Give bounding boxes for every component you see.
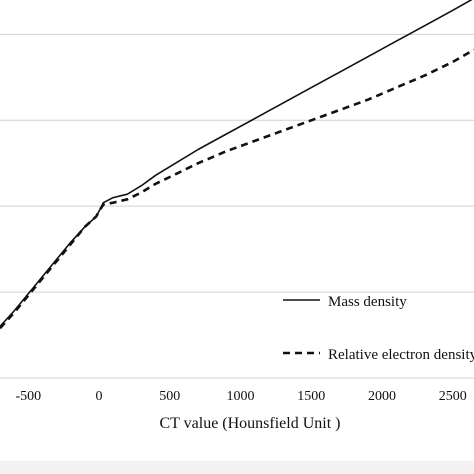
legend: Mass density Relative electron density: [283, 294, 474, 363]
x-axis-title: CT value (Hounsfield Unit ): [159, 415, 340, 432]
footer-band: [0, 461, 474, 474]
x-tick-label: -500: [15, 389, 41, 404]
x-tick-label: 0: [96, 389, 103, 404]
x-tick-label: 500: [159, 389, 180, 404]
legend-label-relative-electron-density: Relative electron density: [328, 347, 474, 363]
x-tick-label: 2500: [439, 389, 467, 404]
x-tick-label: 2000: [368, 389, 396, 404]
series-line-relative-electron-density: [0, 48, 474, 330]
x-tick-label: 1000: [227, 389, 255, 404]
x-axis: -500 0 500 1000 1500 2000 2500: [0, 377, 474, 404]
x-tick-label: 1500: [297, 389, 325, 404]
series-line-mass-density: [0, 0, 473, 328]
series-lines: [0, 0, 474, 330]
gridlines: [0, 33, 474, 293]
legend-label-mass-density: Mass density: [328, 294, 407, 310]
